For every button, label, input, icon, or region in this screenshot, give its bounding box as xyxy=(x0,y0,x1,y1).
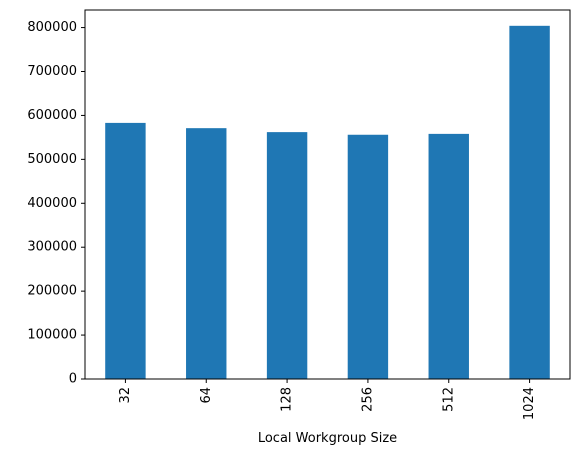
y-tick-label: 800000 xyxy=(27,20,77,35)
x-axis-label: Local Workgroup Size xyxy=(258,431,397,446)
bars-group xyxy=(105,25,550,380)
plot-frame xyxy=(84,9,571,380)
bar-64 xyxy=(186,128,227,379)
y-tick-label: 500000 xyxy=(27,152,77,167)
x-tick-label: 256 xyxy=(360,387,375,412)
x-tick-label: 32 xyxy=(118,387,133,404)
x-tick-label: 128 xyxy=(280,387,295,412)
y-tick-label: 200000 xyxy=(27,284,77,299)
x-tick-label: 1024 xyxy=(522,387,537,420)
y-tick-label: 300000 xyxy=(27,240,77,255)
y-tick-label: 600000 xyxy=(27,108,77,123)
bar-32 xyxy=(105,122,146,380)
bar-128 xyxy=(266,132,308,379)
bar-1024 xyxy=(509,25,550,380)
y-axis-ticks: 0 100000 200000 300000 400000 500000 600000 700… xyxy=(27,20,85,387)
x-tick-label: 64 xyxy=(199,387,214,404)
bar-512 xyxy=(428,133,469,379)
x-axis-ticks: 32 64 128 256 512 1024 xyxy=(118,379,537,420)
y-tick-label: 700000 xyxy=(27,64,77,79)
y-tick-label: 0 xyxy=(69,372,77,387)
bar-256 xyxy=(347,134,389,379)
x-tick-label: 512 xyxy=(441,387,456,412)
y-tick-label: 400000 xyxy=(27,196,77,211)
y-tick-label: 100000 xyxy=(27,328,77,343)
